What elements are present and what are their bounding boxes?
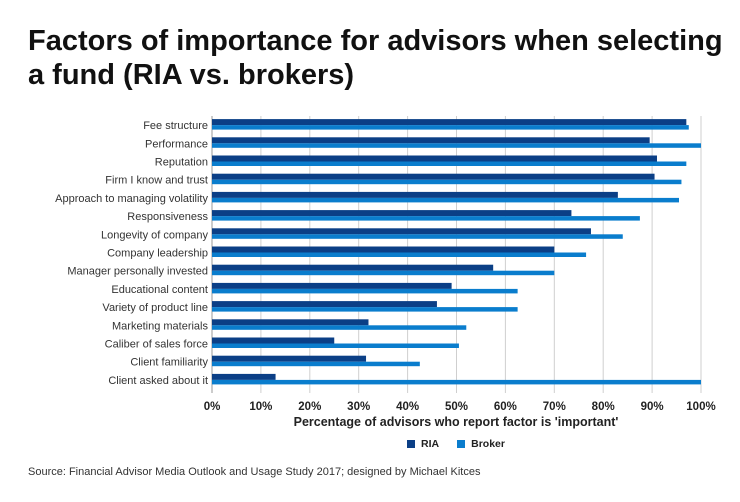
category-label: Client familiarity: [130, 357, 208, 369]
x-tick-label: 90%: [641, 401, 664, 413]
category-label: Marketing materials: [112, 320, 208, 332]
x-tick-label: 10%: [249, 401, 272, 413]
bar-ria: [212, 355, 367, 362]
category-label: Company leadership: [107, 248, 208, 260]
bar-ria: [212, 319, 369, 326]
x-tick-label: 80%: [592, 401, 615, 413]
legend-swatch-broker: [457, 440, 466, 448]
x-tick-label: 20%: [298, 401, 321, 413]
bar-ria: [212, 155, 657, 162]
category-label: Approach to managing volatility: [55, 193, 208, 205]
legend-item-broker: Broker: [457, 438, 505, 450]
bar-ria: [212, 301, 437, 308]
legend: RIA Broker: [212, 438, 700, 450]
bar-ria: [212, 282, 452, 289]
legend-label: Broker: [471, 438, 505, 450]
category-label: Responsiveness: [127, 211, 208, 223]
bar-ria: [212, 337, 335, 344]
legend-label: RIA: [421, 438, 440, 450]
category-label: Caliber of sales force: [105, 339, 208, 351]
bar-broker: [212, 270, 555, 276]
bar-broker: [212, 143, 701, 148]
bar-ria: [212, 191, 618, 198]
x-tick-label: 40%: [396, 401, 419, 413]
bar-ria: [212, 373, 276, 380]
x-tick-label: 0%: [204, 401, 221, 413]
category-label: Firm I know and trust: [105, 175, 208, 187]
category-label: Manager personally invested: [67, 266, 208, 278]
bar-broker: [212, 161, 687, 166]
x-tick-label: 50%: [445, 401, 468, 413]
bar-broker: [212, 379, 701, 385]
bar-ria: [212, 264, 494, 271]
category-label: Variety of product line: [102, 302, 208, 314]
category-label: Reputation: [155, 157, 208, 169]
bar-broker: [212, 343, 459, 348]
source-note: Source: Financial Advisor Media Outlook …: [28, 466, 481, 478]
legend-item-ria: RIA: [407, 438, 439, 450]
category-label: Longevity of company: [101, 229, 209, 241]
x-tick-label: 70%: [543, 401, 566, 413]
bar-ria: [212, 119, 687, 126]
bar-broker: [212, 307, 518, 312]
legend-swatch-ria: [407, 440, 416, 448]
bar-ria: [212, 173, 655, 180]
chart-title: Factors of importance for advisors when …: [28, 25, 723, 91]
bar-broker: [212, 361, 420, 367]
bar-ria: [212, 210, 572, 217]
bar-broker: [212, 234, 623, 239]
bar-broker: [212, 252, 587, 257]
bar-ria: [212, 137, 650, 144]
x-tick-label: 60%: [494, 401, 517, 413]
category-label: Educational content: [111, 284, 208, 296]
category-label: Fee structure: [143, 120, 208, 132]
bar-broker: [212, 197, 679, 203]
bar-ria: [212, 228, 591, 235]
bar-broker: [212, 216, 640, 221]
x-tick-label: 100%: [686, 401, 715, 413]
bar-broker: [212, 288, 518, 294]
x-tick-label: 30%: [347, 401, 370, 413]
category-label: Performance: [145, 138, 208, 150]
bar-broker: [212, 179, 682, 185]
bar-broker: [212, 125, 689, 130]
category-label: Client asked about it: [108, 375, 208, 387]
x-axis-label: Percentage of advisors who report factor…: [293, 415, 619, 429]
bar-broker: [212, 325, 467, 330]
bar-ria: [212, 246, 555, 253]
